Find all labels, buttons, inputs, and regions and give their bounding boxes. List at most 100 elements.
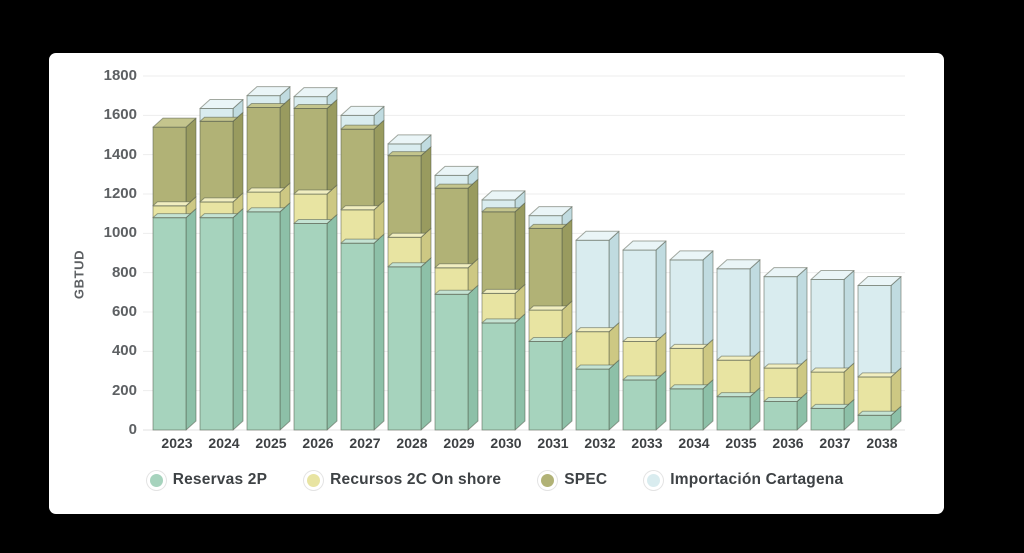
bar-segment-top-edge: [857, 410, 896, 416]
bar-segment-side: [514, 313, 526, 431]
y-tick-label-400: 400: [111, 342, 137, 360]
bar-segment-front: [246, 106, 281, 193]
legend-item-spec[interactable]: SPEC: [541, 471, 607, 489]
bar-segment-front: [152, 217, 187, 431]
y-tick-label-1400: 1400: [103, 145, 137, 163]
bar-segment-side: [420, 146, 432, 238]
bar-segment-front: [340, 128, 375, 211]
bar-segment-front: [528, 227, 563, 311]
bar-2026[interactable]: [293, 87, 338, 431]
bar-2034[interactable]: [669, 250, 714, 431]
bar-segment-top-edge: [387, 232, 426, 238]
bar-segment-top-edge: [152, 213, 191, 219]
bar-segment-front: [857, 284, 892, 378]
x-tick-label-2028: 2028: [396, 435, 428, 451]
chart-legend: Reservas 2P Recursos 2C On shore SPEC Impor…: [49, 471, 944, 489]
bar-segment-front: [528, 309, 563, 342]
bar-segment-side: [420, 257, 432, 431]
bar-segment-front: [340, 242, 375, 431]
bar-segment-side: [655, 240, 667, 342]
bar-segment-front: [857, 376, 892, 416]
bar-segment-front: [716, 396, 751, 431]
bar-2035[interactable]: [716, 259, 761, 431]
bar-segment-side: [514, 202, 526, 294]
bar-segment-front: [340, 209, 375, 244]
bar-segment-top-edge: [387, 151, 426, 157]
bar-segment-side: [561, 218, 573, 311]
bar-segment-side: [608, 359, 620, 431]
bar-segment-top-edge: [528, 223, 567, 229]
x-tick-label-2032: 2032: [584, 435, 616, 451]
y-tick-label-1600: 1600: [103, 106, 137, 124]
bar-segment-top-edge: [857, 372, 896, 378]
bar-2027[interactable]: [340, 105, 385, 431]
x-tick-label-2038: 2038: [866, 435, 898, 451]
bar-top-face: [857, 275, 902, 286]
bar-segment-top-edge: [434, 289, 473, 295]
x-tick-label-2024: 2024: [208, 435, 240, 451]
legend-item-reservas-2p[interactable]: Reservas 2P: [149, 471, 267, 489]
bar-segment-front: [481, 292, 516, 324]
y-tick-label-0: 0: [128, 421, 137, 438]
bar-segment-front: [434, 187, 469, 269]
bar-segment-side: [326, 214, 338, 431]
bar-segment-top-edge: [575, 364, 614, 370]
bar-segment-front: [810, 279, 845, 373]
bar-2032[interactable]: [575, 230, 620, 431]
bar-2029[interactable]: [434, 165, 479, 431]
bar-segment-side: [702, 250, 714, 349]
x-tick-label-2035: 2035: [725, 435, 757, 451]
bar-segment-top-edge: [434, 263, 473, 269]
bar-segment-front: [669, 347, 704, 390]
bar-segment-front: [669, 259, 704, 349]
bar-segment-top-edge: [293, 219, 332, 224]
bar-segment-front: [481, 211, 516, 294]
bar-segment-top-edge: [622, 375, 661, 381]
bar-segment-top-edge: [246, 207, 285, 213]
bar-segment-front: [669, 388, 704, 431]
bar-2030[interactable]: [481, 190, 526, 431]
legend-item-importacion-cartagena[interactable]: Importación Cartagena: [647, 471, 843, 489]
bar-2025[interactable]: [246, 86, 291, 431]
bar-segment-top-edge: [716, 392, 755, 398]
legend-marker-importacion-cartagena: [647, 473, 661, 487]
bar-segment-front: [199, 217, 234, 431]
bar-segment-front: [716, 268, 751, 361]
bar-segment-top-edge: [293, 103, 332, 109]
bar-segment-top-edge: [387, 262, 426, 268]
bar-segment-front: [763, 400, 798, 431]
bar-2037[interactable]: [810, 270, 855, 431]
bar-segment-top-edge: [810, 367, 849, 373]
legend-marker-spec: [541, 473, 555, 487]
bar-segment-side: [279, 97, 291, 193]
bar-segment-front: [716, 359, 751, 398]
bar-segment-top-edge: [199, 197, 238, 203]
x-tick-label-2031: 2031: [537, 435, 569, 451]
bar-segment-front: [387, 155, 422, 238]
bar-2036[interactable]: [763, 267, 808, 431]
bar-segment-side: [890, 275, 902, 378]
bar-2024[interactable]: [199, 98, 244, 431]
bar-segment-side: [185, 117, 197, 207]
bar-2033[interactable]: [622, 240, 667, 431]
bar-segment-top-edge: [622, 337, 661, 342]
bar-segment-front: [293, 193, 328, 224]
bar-segment-top-edge: [669, 343, 708, 349]
bar-2023[interactable]: [152, 117, 197, 431]
bar-segment-front: [763, 367, 798, 402]
legend-item-recursos-2c-on-shore[interactable]: Recursos 2C On shore: [307, 471, 501, 489]
bar-segment-side: [232, 208, 244, 431]
bar-segment-side: [796, 267, 808, 369]
bar-2038[interactable]: [857, 275, 902, 431]
bar-2028[interactable]: [387, 134, 432, 431]
bar-2031[interactable]: [528, 206, 573, 431]
legend-label: SPEC: [564, 471, 608, 488]
bar-segment-front: [575, 368, 610, 431]
bar-segment-side: [843, 270, 855, 373]
x-tick-label-2036: 2036: [772, 435, 804, 451]
bar-top-face: [810, 270, 855, 281]
bar-segment-front: [293, 107, 328, 195]
y-tick-label-1000: 1000: [103, 224, 137, 242]
bar-segment-top-edge: [481, 288, 520, 294]
